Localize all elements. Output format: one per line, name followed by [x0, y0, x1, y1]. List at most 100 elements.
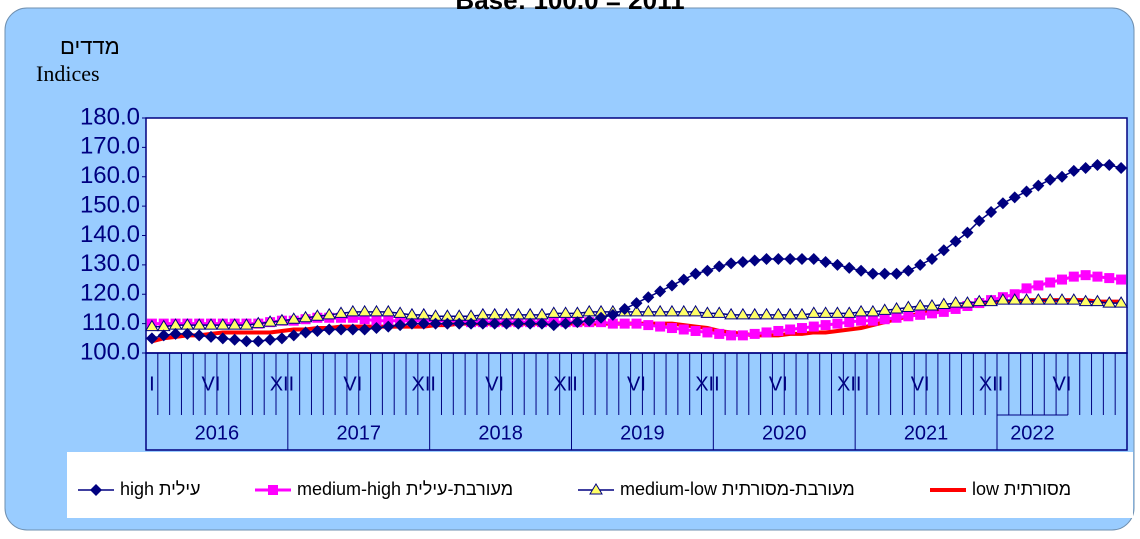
diamond-marker — [890, 267, 903, 280]
square-marker — [726, 330, 737, 341]
square-marker — [761, 327, 772, 338]
diamond-marker — [535, 317, 548, 330]
square-marker — [915, 309, 926, 320]
diamond-marker — [902, 264, 915, 277]
triangle-marker — [1043, 293, 1058, 305]
square-marker — [926, 308, 937, 319]
triangle-marker — [771, 307, 786, 320]
diamond-marker — [405, 317, 418, 330]
square-marker — [1068, 271, 1079, 282]
square-marker — [1116, 274, 1127, 285]
triangle-marker — [322, 307, 337, 320]
triangle-marker — [393, 306, 407, 318]
triangle-marker — [1078, 294, 1093, 307]
triangle-marker — [984, 294, 998, 307]
triangle-marker — [192, 318, 207, 330]
diamond-marker — [465, 317, 478, 330]
triangle-marker — [866, 304, 880, 317]
square-marker — [891, 312, 902, 323]
y-tick-label: 120.0 — [80, 280, 140, 307]
diamond-marker — [583, 314, 596, 327]
triangle-marker — [1019, 293, 1034, 305]
square-marker — [1056, 274, 1067, 285]
legend-label: מעורבת-מסורתית medium-low — [620, 479, 855, 499]
legend-label: מעורבת-עילית medium-high — [297, 479, 513, 499]
triangle-marker — [936, 297, 951, 310]
diamond-marker — [216, 332, 229, 345]
diamond-marker — [571, 316, 584, 329]
triangle-marker — [546, 306, 561, 318]
diamond-marker — [417, 317, 430, 330]
x-tick-label: XII — [553, 373, 577, 395]
x-tick-label: VI — [202, 373, 221, 395]
y-tick-label: 160.0 — [80, 162, 140, 189]
square-marker — [808, 321, 819, 332]
triangle-marker — [925, 299, 939, 311]
diamond-marker — [429, 317, 442, 330]
square-marker — [619, 318, 630, 329]
diamond-marker — [453, 317, 466, 330]
triangle-marker — [310, 309, 325, 321]
triangle-marker — [676, 304, 691, 317]
square-marker — [773, 325, 784, 336]
diamond-marker — [595, 311, 608, 324]
triangle-marker — [145, 319, 159, 332]
triangle-marker — [688, 304, 703, 317]
square-marker — [1080, 270, 1091, 281]
square-marker — [950, 303, 961, 314]
y-axis-label-en: Indices — [36, 61, 100, 86]
diamond-marker — [181, 327, 194, 340]
legend-label: עילית high — [120, 479, 200, 499]
year-label: 2017 — [336, 422, 381, 444]
diamond-marker — [866, 267, 879, 280]
triangle-marker — [1102, 296, 1117, 308]
triangle-marker — [629, 304, 644, 317]
triangle-marker — [700, 306, 715, 318]
diamond-marker — [654, 285, 667, 298]
diamond-marker — [524, 317, 537, 330]
chart-title: Base: 100.0 = 2011 — [455, 0, 684, 15]
y-tick-label: 110.0 — [82, 309, 140, 336]
x-tick-label: XII — [837, 373, 861, 395]
diamond-marker — [973, 214, 986, 227]
square-marker — [1021, 283, 1032, 294]
x-tick-label: XII — [695, 373, 719, 395]
x-tick-label: VI — [343, 373, 362, 395]
diamond-marker — [205, 330, 218, 343]
triangle-marker — [1066, 293, 1081, 305]
square-marker — [359, 314, 370, 325]
diamond-marker — [1091, 159, 1104, 171]
diamond-marker — [949, 235, 962, 248]
triangle-marker — [369, 304, 384, 317]
triangle-marker — [334, 306, 348, 318]
diamond-marker — [90, 484, 102, 496]
diamond-marker — [748, 254, 761, 267]
triangle-marker — [889, 301, 904, 314]
diamond-marker — [275, 332, 288, 345]
diamond-marker — [287, 329, 300, 342]
diamond-marker — [346, 323, 359, 336]
square-marker — [938, 306, 949, 317]
triangle-marker — [665, 304, 679, 317]
diamond-marker — [169, 327, 182, 340]
y-axis-label-he: מדדים — [60, 34, 120, 59]
square-marker — [832, 318, 843, 329]
triangle-marker — [747, 307, 762, 320]
triangle-marker — [877, 303, 892, 315]
triangle-marker — [558, 306, 573, 318]
x-tick-label: I — [149, 373, 155, 395]
diamond-marker — [618, 302, 631, 315]
diamond-marker — [1008, 191, 1021, 204]
diamond-marker — [914, 258, 927, 271]
x-tick-label: XII — [979, 373, 1003, 395]
square-marker — [631, 318, 642, 329]
y-tick-label: 140.0 — [80, 221, 140, 248]
y-tick-label: 150.0 — [80, 191, 140, 218]
square-marker — [371, 315, 382, 326]
diamond-marker — [855, 264, 868, 277]
triangle-marker — [381, 304, 396, 317]
diamond-marker — [878, 267, 891, 280]
triangle-marker — [286, 312, 301, 324]
x-tick-label: VI — [1053, 373, 1072, 395]
